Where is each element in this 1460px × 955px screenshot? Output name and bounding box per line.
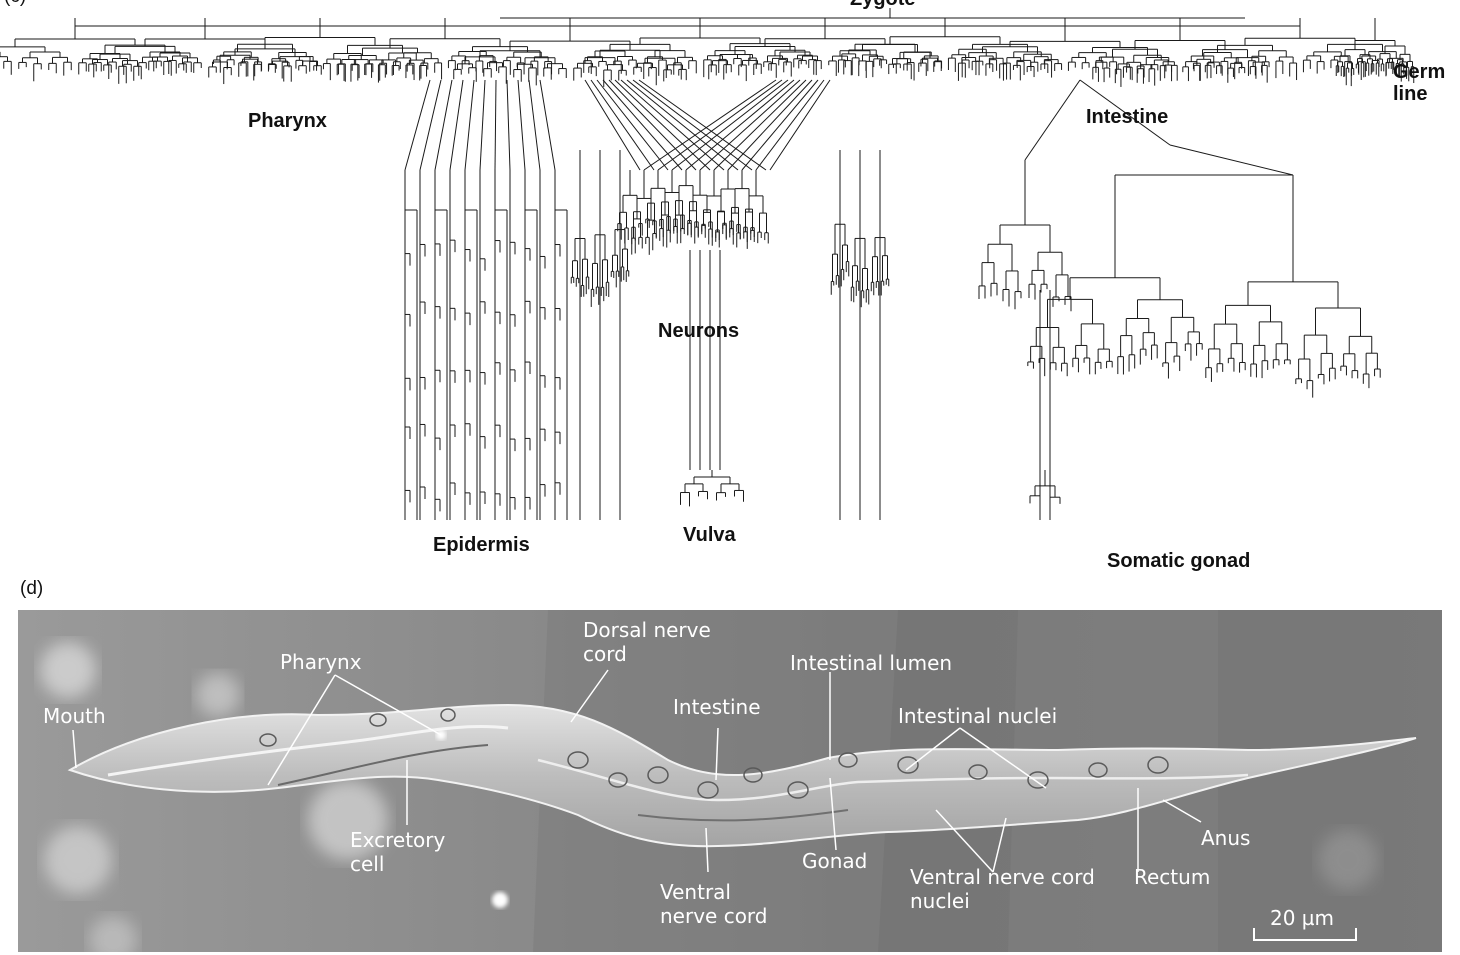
ventral-nerve-cord-label-line2: nerve cord [660,904,768,928]
dorsal-nerve-cord-label-line2: cord [583,642,627,666]
intestinal-nuclei-label: Intestinal nuclei [898,704,1058,728]
panel-d-label: (d) [20,578,44,599]
scale-bar-label: 20 µm [1270,906,1335,930]
excretory-cell-label-line2: cell [350,852,385,876]
anus-label: Anus [1201,826,1251,850]
germ-line-label: Germ line [1393,61,1445,105]
ventral-nerve-cord-nuclei-label: Ventral nerve cord nuclei [910,865,1095,913]
worm-micrograph-image [18,610,1442,952]
rectum-label: Rectum [1134,865,1211,889]
intestinal-lumen-label: Intestinal lumen [790,651,953,675]
intestine-photo-label: Intestine [673,695,761,719]
pharynx-photo-label: Pharynx [280,650,362,674]
epidermis-label: Epidermis [433,534,530,556]
somatic-gonad-label: Somatic gonad [1107,550,1251,572]
neurons-label: Neurons [658,320,740,342]
ventral-nerve-cord-label: Ventral nerve cord [660,880,768,928]
cell-lineage-tree [0,8,1415,520]
ventral-nerve-cord-nuclei-label-line1: Ventral nerve cord [910,865,1095,889]
scale-bar [1253,928,1357,941]
germ-line-label-line1: Germ [1393,61,1446,83]
pharynx-label: Pharynx [248,110,327,132]
ventral-nerve-cord-nuclei-label-line2: nuclei [910,889,970,913]
panel-c-label: (c) [4,0,26,8]
zygote-label: Zygote [850,0,916,10]
gonad-label: Gonad [802,849,868,873]
germ-line-label-line2: line [1393,83,1428,105]
worm-micrograph: Mouth Pharynx Dorsal nerve cord Intestin… [18,610,1442,952]
vulva-label: Vulva [683,524,736,546]
excretory-cell-label-line1: Excretory [350,828,446,852]
dorsal-nerve-cord-label: Dorsal nerve cord [583,618,711,666]
excretory-cell-label: Excretory cell [350,828,445,876]
ventral-nerve-cord-label-line1: Ventral [660,880,731,904]
dorsal-nerve-cord-label-line1: Dorsal nerve [583,618,711,642]
mouth-label: Mouth [43,704,106,728]
intestine-lineage-label: Intestine [1086,106,1169,128]
